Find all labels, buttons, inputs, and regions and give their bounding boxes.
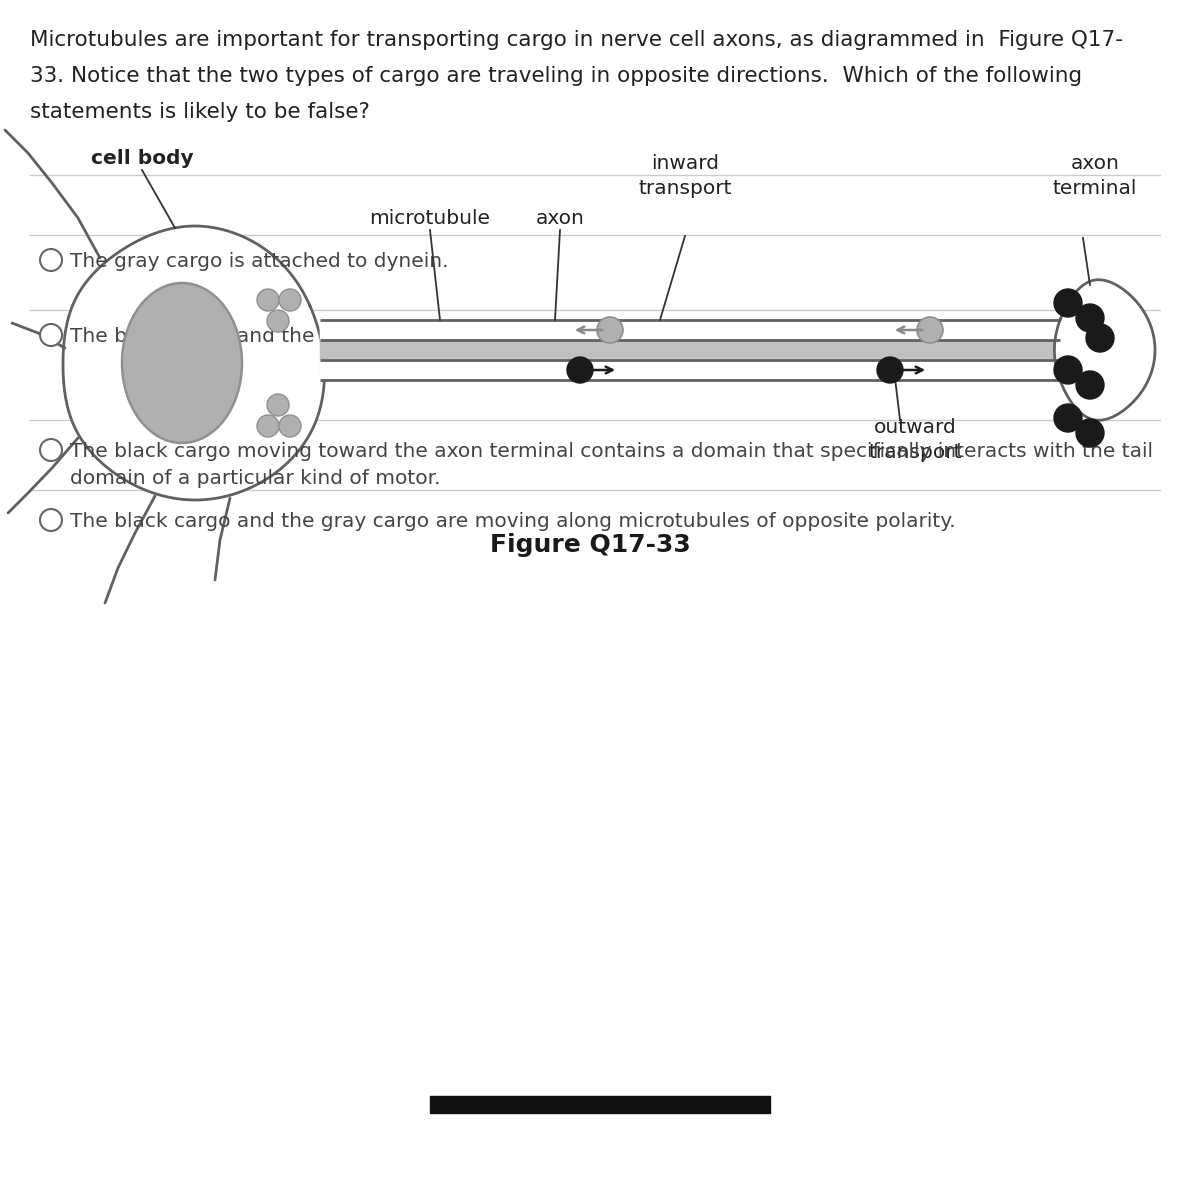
Text: The gray cargo is attached to dynein.: The gray cargo is attached to dynein.: [70, 252, 449, 271]
Circle shape: [877, 357, 904, 383]
Circle shape: [1054, 356, 1082, 384]
Circle shape: [266, 393, 289, 416]
Circle shape: [278, 289, 301, 311]
Circle shape: [40, 509, 62, 531]
Text: axon: axon: [535, 209, 584, 229]
Text: axon
terminal: axon terminal: [1052, 154, 1138, 198]
Text: inward
transport: inward transport: [638, 154, 732, 198]
Circle shape: [257, 289, 278, 311]
Circle shape: [1086, 324, 1114, 352]
Circle shape: [598, 317, 623, 343]
Text: 33. Notice that the two types of cargo are traveling in opposite directions.  Wh: 33. Notice that the two types of cargo a…: [30, 66, 1082, 86]
Ellipse shape: [122, 283, 242, 443]
Circle shape: [1076, 419, 1104, 446]
Circle shape: [40, 439, 62, 461]
Text: Microtubules are important for transporting cargo in nerve cell axons, as diagra: Microtubules are important for transport…: [30, 29, 1123, 49]
Circle shape: [278, 415, 301, 437]
Circle shape: [1076, 304, 1104, 332]
Text: outward
transport: outward transport: [869, 418, 961, 462]
Text: The black cargo and the gray cargo require ATP hydrolysis for their motion.: The black cargo and the gray cargo requi…: [70, 327, 830, 346]
Circle shape: [917, 317, 943, 343]
Circle shape: [1076, 371, 1104, 399]
Polygon shape: [62, 226, 324, 499]
Text: The black cargo moving toward the axon terminal contains a domain that specifica: The black cargo moving toward the axon t…: [70, 442, 1153, 488]
Circle shape: [1054, 289, 1082, 317]
Text: Figure Q17-33: Figure Q17-33: [490, 532, 690, 557]
Text: statements is likely to be false?: statements is likely to be false?: [30, 102, 370, 123]
Circle shape: [266, 310, 289, 332]
Text: microtubule: microtubule: [370, 209, 491, 229]
Circle shape: [568, 357, 593, 383]
Circle shape: [1054, 404, 1082, 432]
Circle shape: [40, 324, 62, 346]
Circle shape: [40, 249, 62, 271]
Circle shape: [257, 415, 278, 437]
Text: cell body: cell body: [91, 148, 193, 168]
Text: The black cargo and the gray cargo are moving along microtubules of opposite pol: The black cargo and the gray cargo are m…: [70, 512, 955, 531]
Polygon shape: [1055, 279, 1154, 421]
